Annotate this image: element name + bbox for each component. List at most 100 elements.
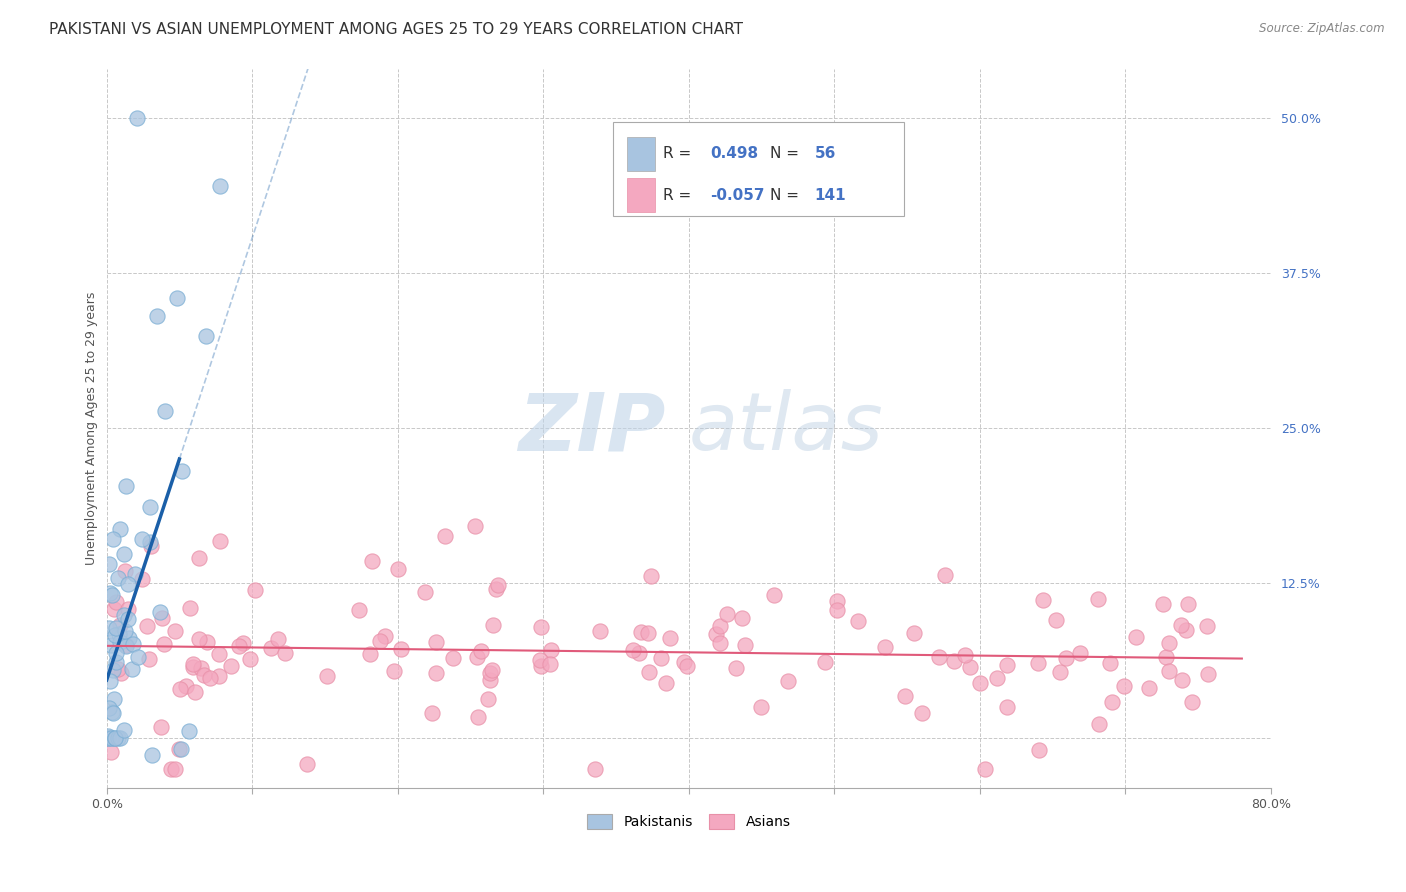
Point <box>658 631 681 645</box>
Point <box>101 706 124 721</box>
Point <box>1054 651 1077 665</box>
Point <box>675 658 697 673</box>
Point <box>127 111 149 125</box>
Point <box>105 621 128 635</box>
Point <box>928 649 950 664</box>
Point <box>413 585 436 599</box>
Text: N =: N = <box>770 187 804 202</box>
Point <box>219 659 242 673</box>
Legend: Pakistanis, Asians: Pakistanis, Asians <box>582 809 796 835</box>
Point <box>953 648 976 663</box>
Point <box>108 627 131 641</box>
Point <box>97 557 120 571</box>
Text: 0.498: 0.498 <box>710 146 758 161</box>
Point <box>986 671 1008 685</box>
Point <box>139 534 162 549</box>
Point <box>485 582 508 596</box>
Point <box>187 550 209 565</box>
Point <box>1045 614 1067 628</box>
Point <box>1114 679 1136 693</box>
Point <box>1137 681 1160 696</box>
Point <box>724 661 747 675</box>
Point <box>208 669 231 683</box>
Point <box>650 651 672 665</box>
Point <box>104 595 127 609</box>
Point <box>1101 695 1123 709</box>
Point <box>107 662 129 676</box>
Point <box>315 669 337 683</box>
Point <box>110 665 132 680</box>
Point <box>97 700 120 714</box>
Point <box>465 649 488 664</box>
Point <box>1195 619 1218 633</box>
Point <box>104 731 127 746</box>
Point <box>174 679 197 693</box>
Text: N =: N = <box>770 146 804 161</box>
Point <box>184 685 207 699</box>
Text: 56: 56 <box>814 146 837 161</box>
Point <box>420 706 443 721</box>
Point <box>1177 597 1199 611</box>
Point <box>1181 695 1204 709</box>
Point <box>100 638 122 652</box>
Point <box>104 731 127 746</box>
Point <box>260 640 283 655</box>
Point <box>778 673 800 688</box>
Point <box>166 291 188 305</box>
Point <box>170 464 193 478</box>
Point <box>751 700 773 714</box>
Point <box>107 571 129 585</box>
Point <box>464 519 486 533</box>
Point <box>183 660 205 674</box>
Point <box>846 614 869 628</box>
Point <box>1154 650 1177 665</box>
Point <box>108 634 131 648</box>
Point <box>101 532 124 546</box>
Point <box>170 742 193 756</box>
Point <box>486 578 509 592</box>
Point <box>638 665 661 680</box>
Point <box>959 660 981 674</box>
Point <box>630 625 652 640</box>
Point <box>969 676 991 690</box>
Point <box>903 626 925 640</box>
Point <box>467 710 489 724</box>
Point <box>273 647 295 661</box>
Text: R =: R = <box>664 187 696 202</box>
Point <box>640 569 662 583</box>
Point <box>441 651 464 665</box>
Point <box>481 617 503 632</box>
Point <box>628 646 651 660</box>
Point <box>103 691 125 706</box>
Point <box>195 634 218 648</box>
Point <box>195 328 218 343</box>
Point <box>621 643 644 657</box>
Point <box>117 601 139 615</box>
Point <box>763 588 786 602</box>
Point <box>479 673 502 688</box>
Point <box>108 731 131 746</box>
Point <box>589 624 612 639</box>
Point <box>672 655 695 669</box>
Point <box>995 699 1018 714</box>
Point <box>177 724 200 739</box>
Point <box>387 562 409 576</box>
Point <box>150 611 173 625</box>
Point <box>995 658 1018 673</box>
Point <box>709 619 731 633</box>
Point <box>243 582 266 597</box>
Point <box>1069 647 1091 661</box>
Point <box>118 631 141 645</box>
Point <box>894 690 917 704</box>
Text: 141: 141 <box>814 187 846 202</box>
Point <box>98 621 121 635</box>
Point <box>198 671 221 685</box>
Point <box>139 539 162 553</box>
Point <box>149 720 172 734</box>
Point <box>97 731 120 746</box>
Point <box>347 602 370 616</box>
Point <box>530 620 553 634</box>
Point <box>1171 673 1194 687</box>
Point <box>530 659 553 673</box>
Point <box>141 747 163 762</box>
